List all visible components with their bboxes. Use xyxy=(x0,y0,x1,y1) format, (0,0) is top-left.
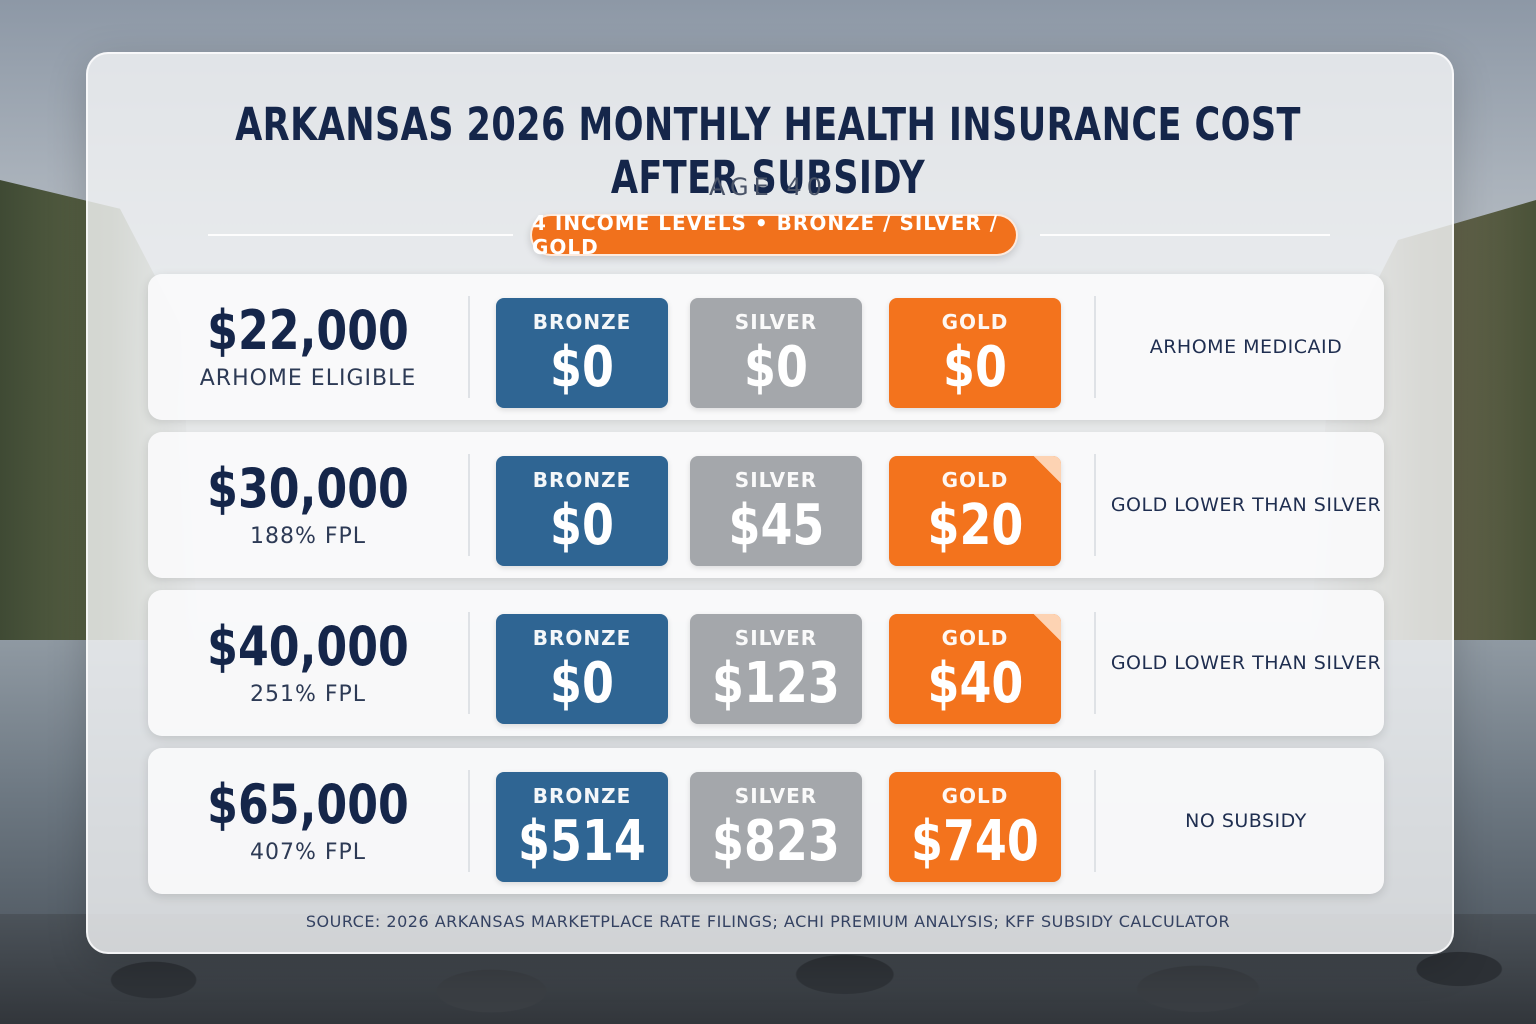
bronze-price: $0 xyxy=(550,493,614,558)
gold-price-tile: GOLD $40 xyxy=(889,614,1061,724)
bronze-label: BRONZE xyxy=(532,626,632,650)
gold-label: GOLD xyxy=(941,310,1009,334)
silver-price-tile: SILVER $45 xyxy=(690,456,862,566)
row-divider xyxy=(1094,296,1096,398)
corner-flag-icon xyxy=(1031,614,1061,644)
bronze-price-tile: BRONZE $0 xyxy=(496,298,668,408)
row-note: ARHOME MEDICAID xyxy=(1149,336,1343,358)
income-cell: $22,000 ARHOME ELIGIBLE xyxy=(148,274,468,420)
income-detail: ARHOME ELIGIBLE xyxy=(199,365,417,391)
income-cell: $30,000 188% FPL xyxy=(148,432,468,578)
income-amount: $22,000 xyxy=(207,299,409,363)
corner-flag-icon xyxy=(1031,456,1061,486)
gold-price-tile: GOLD $0 xyxy=(889,298,1061,408)
income-amount: $30,000 xyxy=(207,457,409,521)
gold-price: $20 xyxy=(927,493,1023,558)
row-divider xyxy=(468,296,470,398)
bronze-price: $0 xyxy=(550,651,614,716)
bronze-price: $514 xyxy=(518,809,646,874)
row-note: GOLD LOWER THAN SILVER xyxy=(1110,494,1382,516)
page-title: ARKANSAS 2026 MONTHLY HEALTH INSURANCE C… xyxy=(235,98,1301,204)
silver-price-tile: SILVER $123 xyxy=(690,614,862,724)
income-detail: 188% FPL xyxy=(249,523,367,549)
row-divider xyxy=(468,612,470,714)
income-row: $65,000 407% FPL BRONZE $514 SILVER $823… xyxy=(148,748,1384,894)
bronze-label: BRONZE xyxy=(532,468,632,492)
silver-price: $823 xyxy=(712,809,840,874)
income-row: $22,000 ARHOME ELIGIBLE BRONZE $0 SILVER… xyxy=(148,274,1384,420)
gold-price-tile: GOLD $20 xyxy=(889,456,1061,566)
row-divider xyxy=(1094,612,1096,714)
silver-label: SILVER xyxy=(734,784,818,808)
income-levels-badge: 4 INCOME LEVELS • BRONZE / SILVER / GOLD xyxy=(530,211,1018,259)
page-subtitle: AGE 40 xyxy=(709,173,827,201)
silver-price: $0 xyxy=(744,335,808,400)
silver-label: SILVER xyxy=(734,310,818,334)
income-amount: $65,000 xyxy=(207,773,409,837)
income-detail: 251% FPL xyxy=(249,681,367,707)
row-divider xyxy=(468,454,470,556)
bronze-price: $0 xyxy=(550,335,614,400)
bronze-price-tile: BRONZE $0 xyxy=(496,614,668,724)
silver-label: SILVER xyxy=(734,626,818,650)
gold-price: $740 xyxy=(911,809,1039,874)
silver-price: $45 xyxy=(728,493,824,558)
row-divider xyxy=(1094,454,1096,556)
bronze-label: BRONZE xyxy=(532,310,632,334)
row-divider xyxy=(1094,770,1096,872)
gold-price-tile: GOLD $740 xyxy=(889,772,1061,882)
income-amount: $40,000 xyxy=(207,615,409,679)
silver-label: SILVER xyxy=(734,468,818,492)
silver-price-tile: SILVER $823 xyxy=(690,772,862,882)
silver-price: $123 xyxy=(712,651,840,716)
row-note: GOLD LOWER THAN SILVER xyxy=(1110,652,1382,674)
gold-price: $0 xyxy=(943,335,1007,400)
income-detail: 407% FPL xyxy=(249,839,367,865)
income-row: $30,000 188% FPL BRONZE $0 SILVER $45 GO… xyxy=(148,432,1384,578)
row-divider xyxy=(468,770,470,872)
row-note: NO SUBSIDY xyxy=(1185,810,1307,832)
silver-price-tile: SILVER $0 xyxy=(690,298,862,408)
income-row: $40,000 251% FPL BRONZE $0 SILVER $123 G… xyxy=(148,590,1384,736)
income-cell: $40,000 251% FPL xyxy=(148,590,468,736)
source-footnote: SOURCE: 2026 ARKANSAS MARKETPLACE RATE F… xyxy=(305,912,1231,931)
bronze-price-tile: BRONZE $514 xyxy=(496,772,668,882)
gold-price: $40 xyxy=(927,651,1023,716)
header-divider-left xyxy=(208,234,513,236)
gold-label: GOLD xyxy=(941,784,1009,808)
gold-label: GOLD xyxy=(941,626,1009,650)
bronze-label: BRONZE xyxy=(532,784,632,808)
header-divider-right xyxy=(1040,234,1330,236)
income-cell: $65,000 407% FPL xyxy=(148,748,468,894)
gold-label: GOLD xyxy=(941,468,1009,492)
bronze-price-tile: BRONZE $0 xyxy=(496,456,668,566)
